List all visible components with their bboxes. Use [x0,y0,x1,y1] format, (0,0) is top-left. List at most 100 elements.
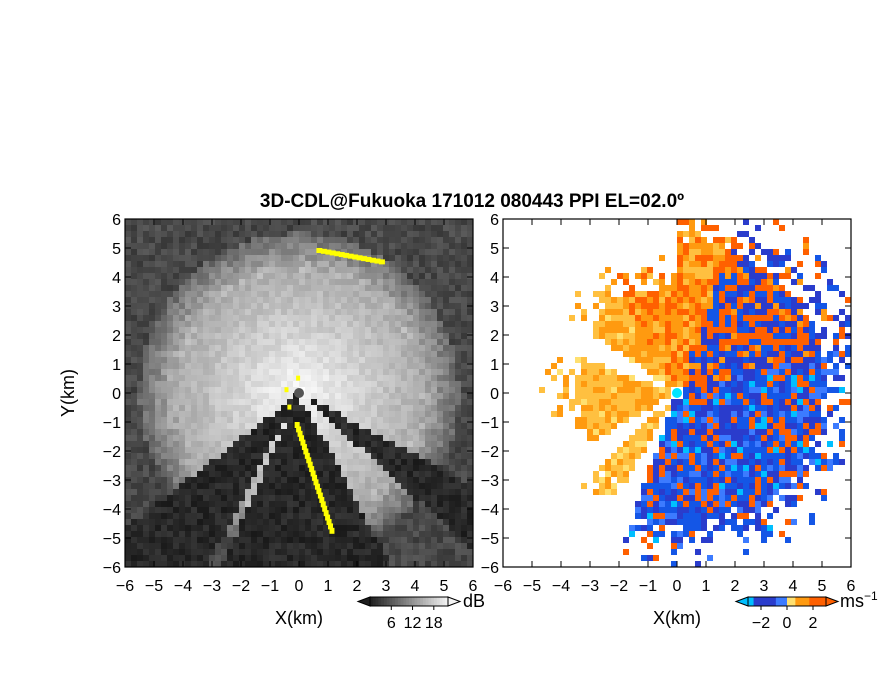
backscatter-cell [191,249,197,255]
velocity-cell [647,399,653,405]
velocity-cell [797,399,803,405]
backscatter-cell [359,345,365,351]
backscatter-cell [203,351,209,357]
backscatter-cell [167,249,173,255]
backscatter-cell [215,381,221,387]
velocity-cell [707,405,713,411]
backscatter-cell [395,351,401,357]
backscatter-cell [341,549,347,555]
backscatter-cell [413,309,419,315]
backscatter-cell [401,309,407,315]
backscatter-cell [419,297,425,303]
velocity-cell [791,339,797,345]
velocity-cell [761,477,767,483]
velocity-cell [647,513,653,519]
backscatter-cell [305,477,311,483]
backscatter-cell [461,309,467,315]
backscatter-cell [215,477,221,483]
backscatter-cell [371,357,377,363]
backscatter-cell [341,561,347,567]
velocity-cell [683,411,689,417]
backscatter-cell [299,309,305,315]
velocity-cell [773,423,779,429]
backscatter-cell [407,231,413,237]
colorbar-segment [417,597,421,606]
backscatter-cell [245,417,251,423]
backscatter-cell [173,237,179,243]
velocity-cell [695,369,701,375]
backscatter-cell [389,441,395,447]
backscatter-cell [365,273,371,279]
backscatter-cell [167,237,173,243]
velocity-cell [713,351,719,357]
backscatter-cell [287,321,293,327]
backscatter-cell [461,291,467,297]
velocity-cell [653,315,659,321]
backscatter-cell [269,465,275,471]
velocity-cell [605,399,611,405]
velocity-cell [761,291,767,297]
backscatter-cell [197,447,203,453]
backscatter-cell [317,423,323,429]
velocity-cell [749,375,755,381]
velocity-cell [617,297,623,303]
velocity-cell [647,357,653,363]
backscatter-cell [461,333,467,339]
backscatter-cell [143,309,149,315]
backscatter-cell [425,477,431,483]
velocity-cell [725,267,731,273]
backscatter-cell [389,423,395,429]
backscatter-cell [323,345,329,351]
velocity-field [539,219,851,567]
backscatter-cell [257,333,263,339]
backscatter-cell [215,303,221,309]
velocity-cell [737,315,743,321]
velocity-cell [677,357,683,363]
backscatter-cell [323,417,329,423]
backscatter-cell [245,555,251,561]
backscatter-cell [389,339,395,345]
backscatter-cell [377,279,383,285]
backscatter-cell [347,243,353,249]
backscatter-cell [341,531,347,537]
backscatter-cell [287,537,293,543]
backscatter-cell [221,255,227,261]
backscatter-cell [251,441,257,447]
backscatter-cell [407,375,413,381]
backscatter-cell [413,399,419,405]
velocity-cell [659,321,665,327]
backscatter-cell [299,525,305,531]
velocity-cell [761,381,767,387]
velocity-cell [653,393,659,399]
backscatter-cell [167,291,173,297]
backscatter-cell [143,357,149,363]
backscatter-cell [245,525,251,531]
backscatter-cell [185,219,191,225]
backscatter-cell [197,471,203,477]
velocity-cell [731,309,737,315]
velocity-cell [677,465,683,471]
backscatter-cell [311,231,317,237]
velocity-cell [641,339,647,345]
velocity-cell [779,405,785,411]
backscatter-edge-mark [323,510,329,517]
velocity-cell [683,369,689,375]
backscatter-cell [281,531,287,537]
backscatter-cell [449,333,455,339]
backscatter-cell [419,231,425,237]
backscatter-cell [323,471,329,477]
backscatter-cell [377,399,383,405]
backscatter-cell [269,543,275,549]
backscatter-cell [227,357,233,363]
y-tick-label: 2 [112,328,121,345]
backscatter-cell [383,387,389,393]
backscatter-cell [365,267,371,273]
velocity-cell [743,315,749,321]
backscatter-cell [221,555,227,561]
backscatter-cell [317,363,323,369]
backscatter-cell [365,309,371,315]
x-tick-label: 4 [411,578,420,595]
backscatter-cell [449,369,455,375]
backscatter-cell [371,363,377,369]
velocity-cell [755,273,761,279]
